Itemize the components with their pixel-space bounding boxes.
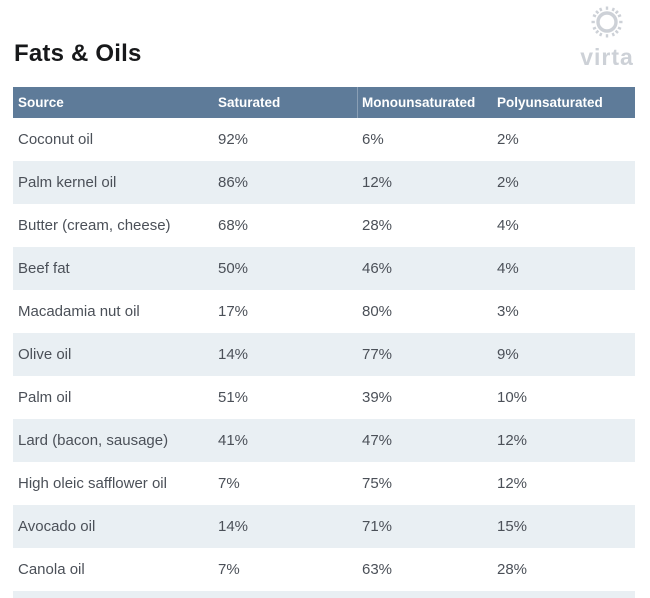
cell-saturated: 92% xyxy=(218,131,249,148)
sun-icon xyxy=(589,4,625,45)
cell-polyunsaturated: 15% xyxy=(497,518,528,535)
fats-oils-table: Source Saturated Monounsaturated Polyuns… xyxy=(13,87,635,598)
cell-source: Canola oil xyxy=(18,561,85,578)
table-row: Butter (cream, cheese) 68% 28% 4% xyxy=(13,204,635,247)
table-row: Macadamia nut oil 17% 80% 3% xyxy=(13,290,635,333)
table-row: Avocado oil 14% 71% 15% xyxy=(13,505,635,548)
cell-polyunsaturated: 3% xyxy=(497,303,519,320)
table-row: Palm kernel oil 86% 12% 2% xyxy=(13,161,635,204)
cell-source: Beef fat xyxy=(18,260,70,277)
column-header-saturated: Saturated xyxy=(218,95,281,110)
table-row: Canola oil 7% 63% 28% xyxy=(13,548,635,591)
cell-saturated: 7% xyxy=(218,561,240,578)
cell-polyunsaturated: 28% xyxy=(497,561,528,578)
cell-polyunsaturated: 2% xyxy=(497,131,519,148)
column-header-monounsaturated: Monounsaturated xyxy=(357,87,492,118)
table-row: High oleic safflower oil 7% 75% 12% xyxy=(13,462,635,505)
cell-saturated: 14% xyxy=(218,346,249,363)
cell-polyunsaturated: 12% xyxy=(497,475,528,492)
cell-source: High oleic safflower oil xyxy=(18,475,167,492)
cell-saturated: 14% xyxy=(218,518,249,535)
page-header: Fats & Oils xyxy=(0,0,650,87)
cell-source: Macadamia nut oil xyxy=(18,303,140,320)
cell-saturated: 41% xyxy=(218,432,249,449)
virta-logo: virta xyxy=(578,4,636,69)
cell-monounsaturated: 47% xyxy=(362,432,393,449)
cell-source: Olive oil xyxy=(18,346,72,363)
cell-source: Butter (cream, cheese) xyxy=(18,217,171,234)
cell-polyunsaturated: 10% xyxy=(497,389,528,406)
cell-monounsaturated: 71% xyxy=(362,518,393,535)
cell-polyunsaturated: 9% xyxy=(497,346,519,363)
cell-polyunsaturated: 2% xyxy=(497,174,519,191)
cell-source: Avocado oil xyxy=(18,518,96,535)
cell-saturated: 17% xyxy=(218,303,249,320)
cell-monounsaturated: 12% xyxy=(362,174,393,191)
table-body: Coconut oil 92% 6% 2% Palm kernel oil 86… xyxy=(13,118,635,591)
table-row: Olive oil 14% 77% 9% xyxy=(13,333,635,376)
cell-saturated: 7% xyxy=(218,475,240,492)
cell-monounsaturated: 6% xyxy=(362,131,384,148)
cell-monounsaturated: 75% xyxy=(362,475,393,492)
cell-monounsaturated: 77% xyxy=(362,346,393,363)
cell-monounsaturated: 63% xyxy=(362,561,393,578)
column-header-source: Source xyxy=(18,95,64,110)
cell-source: Coconut oil xyxy=(18,131,94,148)
partial-next-row xyxy=(13,591,635,598)
cell-monounsaturated: 80% xyxy=(362,303,393,320)
logo-wordmark: virta xyxy=(580,44,634,70)
cell-polyunsaturated: 4% xyxy=(497,260,519,277)
cell-saturated: 51% xyxy=(218,389,249,406)
cell-monounsaturated: 39% xyxy=(362,389,393,406)
cell-saturated: 68% xyxy=(218,217,249,234)
cell-saturated: 50% xyxy=(218,260,249,277)
cell-monounsaturated: 46% xyxy=(362,260,393,277)
cell-source: Lard (bacon, sausage) xyxy=(18,432,169,449)
cell-monounsaturated: 28% xyxy=(362,217,393,234)
cell-polyunsaturated: 12% xyxy=(497,432,528,449)
column-header-polyunsaturated: Polyunsaturated xyxy=(497,95,603,110)
table-row: Coconut oil 92% 6% 2% xyxy=(13,118,635,161)
table-row: Beef fat 50% 46% 4% xyxy=(13,247,635,290)
table-header-row: Source Saturated Monounsaturated Polyuns… xyxy=(13,87,635,118)
cell-saturated: 86% xyxy=(218,174,249,191)
cell-source: Palm kernel oil xyxy=(18,174,117,191)
page-title: Fats & Oils xyxy=(14,40,142,67)
cell-source: Palm oil xyxy=(18,389,72,406)
table-row: Palm oil 51% 39% 10% xyxy=(13,376,635,419)
table-row: Lard (bacon, sausage) 41% 47% 12% xyxy=(13,419,635,462)
cell-polyunsaturated: 4% xyxy=(497,217,519,234)
